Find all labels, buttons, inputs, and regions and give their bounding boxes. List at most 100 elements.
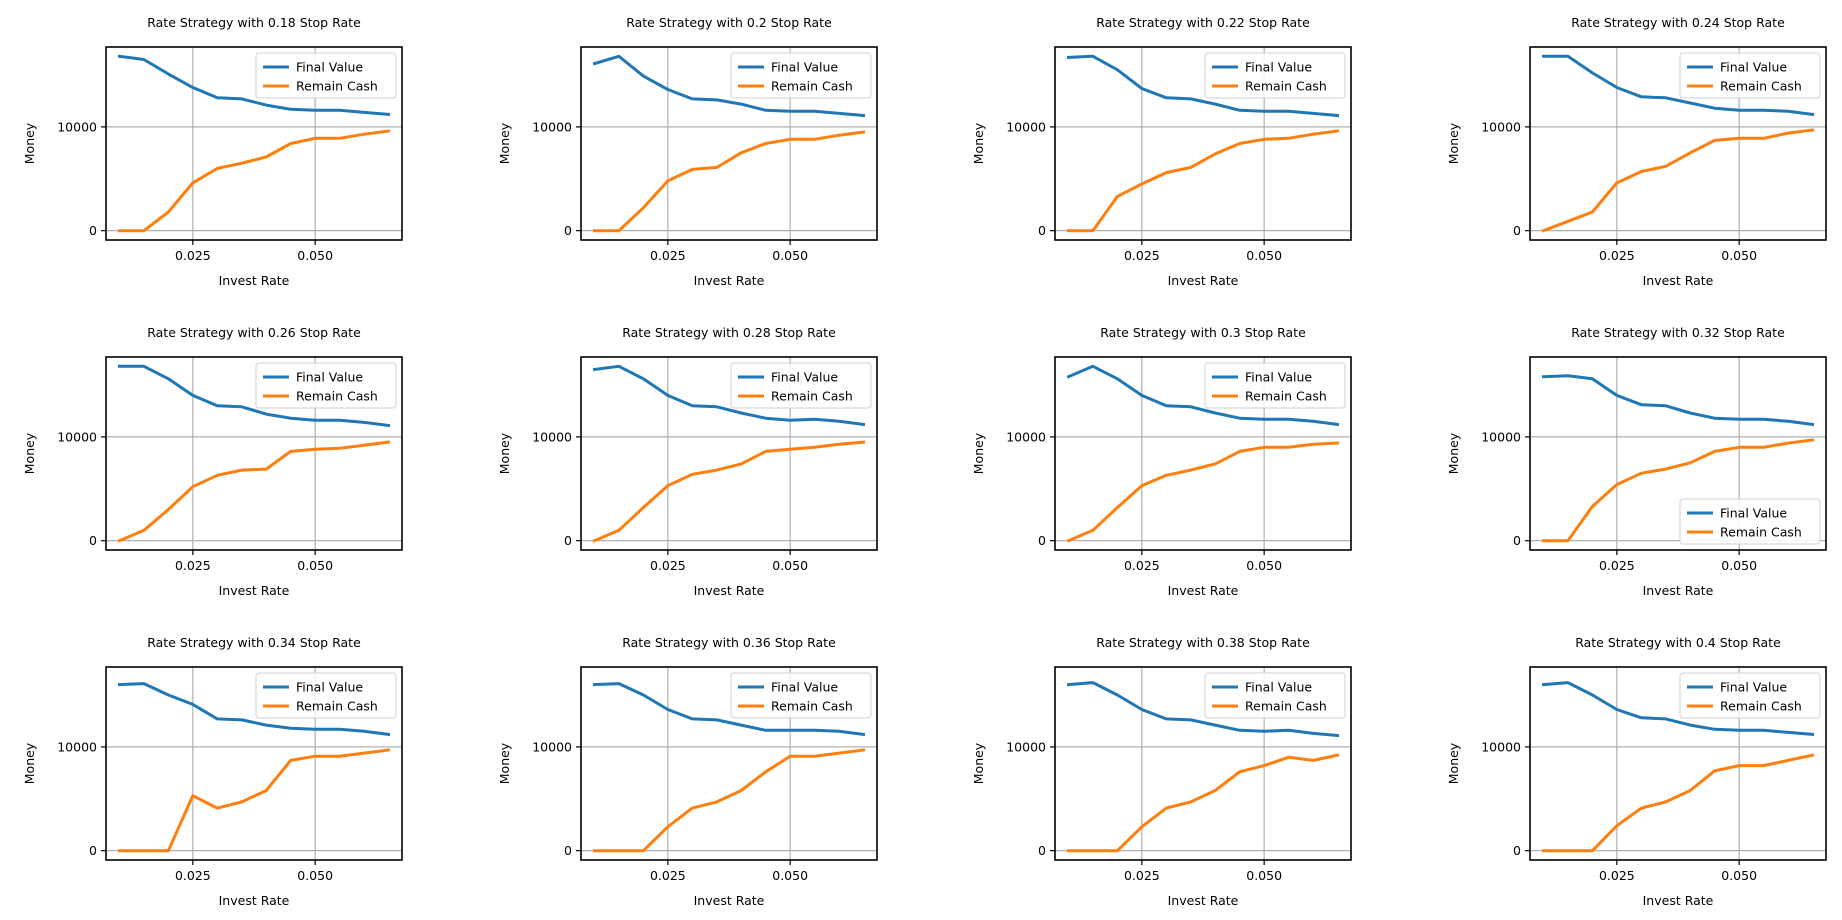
legend-label: Remain Cash <box>296 699 378 714</box>
x-axis-label: Invest Rate <box>219 583 290 598</box>
y-tick-label: 10000 <box>57 739 97 754</box>
remain-cash-line <box>593 748 866 853</box>
subplot-title: Rate Strategy with 0.32 Stop Rate <box>1571 325 1785 340</box>
x-axis-label: Invest Rate <box>219 893 290 908</box>
legend-box <box>1204 52 1346 99</box>
legend-label: Final Value <box>1245 60 1312 75</box>
x-tick-label: 0.050 <box>1246 248 1282 263</box>
subplot-title: Rate Strategy with 0.2 Stop Rate <box>626 15 832 30</box>
subplot-5: 0.025 0.050 0 10000 Rate Strategy with 0.26 … <box>22 325 403 598</box>
subplot-title: Rate Strategy with 0.4 Stop Rate <box>1575 635 1781 650</box>
final-value-line <box>592 682 866 737</box>
x-axis-label: Invest Rate <box>694 893 765 908</box>
legend-box <box>1204 362 1346 409</box>
x-axis-label: Invest Rate <box>1168 273 1239 288</box>
legend-label: Final Value <box>771 60 838 75</box>
axes-frame <box>1529 666 1827 861</box>
y-tick-label: 10000 <box>1006 119 1046 134</box>
y-tick-label: 0 <box>564 533 572 548</box>
subplot-title: Rate Strategy with 0.34 Stop Rate <box>147 635 361 650</box>
final-value-line <box>1066 681 1340 738</box>
y-axis-label: Money <box>497 742 512 784</box>
legend-box <box>730 362 872 409</box>
legend-label: Final Value <box>296 680 363 695</box>
y-axis-label: Money <box>971 122 986 164</box>
y-tick-label: 10000 <box>1481 429 1521 444</box>
x-tick-label: 0.025 <box>175 868 211 883</box>
legend: Final Value Remain Cash <box>1679 498 1821 545</box>
legend-label: Remain Cash <box>1720 79 1802 94</box>
remain-cash-line <box>117 440 391 543</box>
final-value-line <box>1066 364 1340 427</box>
axes-frame <box>105 356 403 551</box>
legend-box <box>255 672 397 719</box>
legend: Final Value Remain Cash <box>730 362 872 409</box>
subplot-3: 0.025 0.050 0 10000 Rate Strategy with 0.22 … <box>971 15 1352 288</box>
legend-label: Final Value <box>1245 370 1312 385</box>
remain-cash-line <box>118 129 391 233</box>
legend-box <box>1679 498 1821 545</box>
subplot-title: Rate Strategy with 0.24 Stop Rate <box>1571 15 1785 30</box>
y-axis-label: Money <box>22 742 37 784</box>
final-value-line <box>1066 54 1340 118</box>
y-tick-label: 10000 <box>1006 429 1046 444</box>
y-tick-label: 0 <box>89 533 97 548</box>
x-tick-label: 0.025 <box>1124 558 1160 573</box>
legend-label: Final Value <box>1720 680 1787 695</box>
remain-cash-line <box>593 130 866 233</box>
y-axis-label: Money <box>497 122 512 164</box>
x-tick-label: 0.025 <box>1124 248 1160 263</box>
x-tick-label: 0.050 <box>1246 558 1282 573</box>
final-value-line <box>117 682 391 737</box>
legend: Final Value Remain Cash <box>255 52 397 99</box>
legend: Final Value Remain Cash <box>1679 52 1821 99</box>
x-tick-label: 0.050 <box>1721 248 1757 263</box>
x-tick-label: 0.025 <box>1599 558 1635 573</box>
x-tick-label: 0.025 <box>1599 248 1635 263</box>
subplot-title: Rate Strategy with 0.38 Stop Rate <box>1096 635 1310 650</box>
x-axis-label: Invest Rate <box>1643 273 1714 288</box>
x-axis-label: Invest Rate <box>1643 893 1714 908</box>
legend: Final Value Remain Cash <box>1204 672 1346 719</box>
subplot-8: 0.025 0.050 0 10000 Rate Strategy with 0.32 … <box>1446 325 1827 598</box>
legend-box <box>1679 672 1821 719</box>
x-tick-label: 0.050 <box>297 248 333 263</box>
remain-cash-line <box>1541 128 1815 233</box>
y-tick-label: 10000 <box>1481 119 1521 134</box>
subplot-12: 0.025 0.050 0 10000 Rate Strategy with 0.4 S… <box>1446 635 1827 908</box>
subplot-10: 0.025 0.050 0 10000 Rate Strategy with 0.36 … <box>497 635 878 908</box>
subplot-2: 0.025 0.050 0 10000 Rate Strategy with 0.2 S… <box>497 15 878 288</box>
y-axis-label: Money <box>22 122 37 164</box>
y-tick-label: 0 <box>1038 533 1046 548</box>
legend-label: Remain Cash <box>771 699 853 714</box>
y-tick-label: 0 <box>564 223 572 238</box>
x-tick-label: 0.025 <box>1124 868 1160 883</box>
legend-box <box>1679 52 1821 99</box>
subplot-title: Rate Strategy with 0.28 Stop Rate <box>622 325 836 340</box>
x-tick-label: 0.050 <box>1246 868 1282 883</box>
remain-cash-line <box>592 440 866 543</box>
legend-label: Final Value <box>296 60 363 75</box>
x-tick-label: 0.025 <box>650 558 686 573</box>
axes-frame <box>580 46 878 241</box>
y-tick-label: 0 <box>89 843 97 858</box>
remain-cash-line <box>1542 438 1815 543</box>
final-value-line <box>592 364 866 427</box>
x-axis-label: Invest Rate <box>1643 583 1714 598</box>
y-axis-label: Money <box>971 742 986 784</box>
subplot-6: 0.025 0.050 0 10000 Rate Strategy with 0.28 … <box>497 325 878 598</box>
legend-label: Remain Cash <box>1245 79 1327 94</box>
final-value-line <box>592 54 866 118</box>
y-axis-label: Money <box>1446 432 1461 474</box>
legend-label: Final Value <box>771 680 838 695</box>
legend-box <box>1204 672 1346 719</box>
axes-frame <box>1529 46 1827 241</box>
final-value-line <box>118 364 391 428</box>
legend-label: Final Value <box>771 370 838 385</box>
legend-label: Final Value <box>1245 680 1312 695</box>
final-value-line <box>1541 374 1815 427</box>
legend-label: Final Value <box>1720 60 1787 75</box>
legend-label: Final Value <box>296 370 363 385</box>
legend-box <box>255 52 397 99</box>
axes-frame <box>105 46 403 241</box>
